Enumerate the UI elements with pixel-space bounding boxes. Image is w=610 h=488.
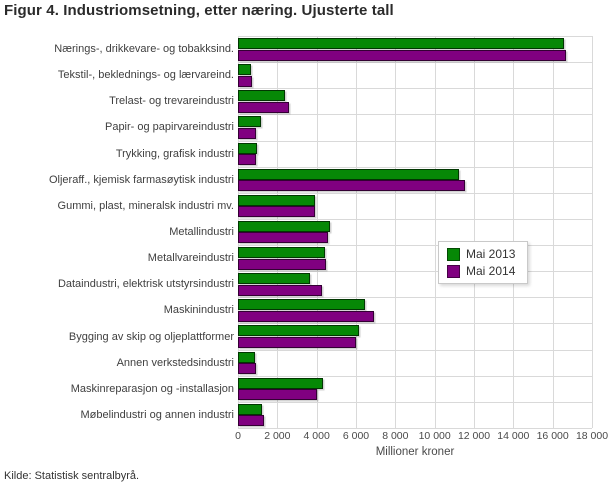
bar bbox=[238, 389, 318, 401]
gridline-horizontal bbox=[238, 114, 592, 116]
x-tick-label: 2 000 bbox=[264, 430, 291, 442]
gridline-horizontal bbox=[238, 271, 592, 273]
category-label: Gummi, plast, mineralsk industri mv. bbox=[57, 199, 234, 212]
gridline-vertical bbox=[277, 36, 279, 428]
bar bbox=[238, 377, 323, 389]
bar bbox=[238, 75, 252, 87]
gridline-vertical bbox=[238, 36, 239, 428]
legend-label: Mai 2013 bbox=[466, 247, 516, 261]
x-tick-label: 4 000 bbox=[303, 430, 330, 442]
gridline-horizontal bbox=[238, 245, 592, 247]
category-label: Metallindustri bbox=[169, 225, 234, 238]
chart-title: Figur 4. Industriomsetning, etter næring… bbox=[4, 2, 394, 19]
gridline-horizontal bbox=[238, 297, 592, 299]
bar bbox=[238, 154, 256, 166]
source-note: Kilde: Statistisk sentralbyrå. bbox=[4, 470, 140, 482]
bar bbox=[238, 403, 263, 415]
bar bbox=[238, 310, 374, 322]
x-tick-label: 8 000 bbox=[382, 430, 409, 442]
bar bbox=[238, 299, 366, 311]
gridline-vertical bbox=[434, 36, 436, 428]
legend-item: Mai 2013 bbox=[447, 247, 515, 261]
gridline-vertical bbox=[552, 36, 554, 428]
category-label: Dataindustri, elektrisk utstyrsindustri bbox=[57, 278, 234, 291]
x-axis-title: Millioner kroner bbox=[375, 446, 455, 458]
category-label: Tekstil-, beklednings- og lærvareind. bbox=[57, 69, 234, 82]
x-tick-label: 10 000 bbox=[418, 430, 451, 442]
bar bbox=[238, 116, 261, 128]
bar bbox=[238, 90, 286, 102]
y-axis-labels: Nærings-, drikkevare- og tobakksind. Teks… bbox=[0, 36, 234, 428]
bar bbox=[238, 415, 265, 427]
legend-swatch bbox=[447, 247, 460, 261]
gridline-vertical bbox=[513, 36, 515, 428]
gridline-vertical bbox=[316, 36, 318, 428]
legend: Mai 2013 Mai 2014 bbox=[438, 241, 529, 284]
bar bbox=[238, 363, 256, 375]
bar bbox=[238, 127, 256, 139]
gridline-horizontal bbox=[238, 349, 592, 351]
category-label: Bygging av skip og oljeplattformer bbox=[68, 330, 234, 343]
x-tick-label: 14 000 bbox=[497, 430, 530, 442]
gridline-vertical bbox=[395, 36, 397, 428]
legend-swatch bbox=[447, 264, 460, 278]
bar bbox=[238, 336, 356, 348]
gridline-horizontal bbox=[238, 88, 592, 90]
gridline-vertical bbox=[474, 36, 475, 428]
bar bbox=[238, 180, 466, 192]
x-tick-label: 6 000 bbox=[342, 430, 370, 442]
bar bbox=[238, 49, 567, 61]
gridline-horizontal bbox=[238, 192, 592, 194]
bar bbox=[238, 351, 255, 363]
x-tick-label: 18 000 bbox=[575, 430, 609, 442]
bar bbox=[238, 258, 326, 270]
bar bbox=[238, 64, 252, 76]
gridline-vertical bbox=[592, 36, 593, 428]
x-tick-label: 0 bbox=[235, 430, 241, 442]
bar bbox=[238, 206, 315, 218]
bar bbox=[238, 142, 258, 154]
category-label: Møbelindustri og annen industri bbox=[80, 408, 234, 421]
category-label: Maskinindustri bbox=[163, 304, 234, 317]
category-label: Maskinreparasjon og -installasjon bbox=[70, 382, 234, 395]
bar bbox=[238, 284, 322, 296]
gridline-horizontal bbox=[238, 140, 592, 142]
gridline-horizontal bbox=[238, 166, 592, 168]
legend-item: Mai 2014 bbox=[447, 264, 515, 278]
bar bbox=[238, 101, 290, 113]
category-label: Trelast- og trevareindustri bbox=[109, 95, 234, 108]
bar bbox=[238, 325, 360, 337]
plot-area bbox=[238, 36, 593, 429]
category-label: Papir- og papirvareindustri bbox=[104, 121, 234, 134]
gridline-horizontal bbox=[238, 401, 592, 403]
gridline-horizontal bbox=[238, 62, 592, 64]
gridline-horizontal bbox=[238, 375, 592, 377]
category-label: Metallvareindustri bbox=[147, 252, 234, 265]
bar bbox=[238, 273, 311, 285]
x-axis-ticks: 0 2 000 4 000 6 000 8 000 10 000 12 000 14 000 1… bbox=[235, 430, 608, 444]
category-label: Trykking, grafisk industri bbox=[115, 147, 234, 160]
category-label: Annen verkstedsindustri bbox=[116, 356, 234, 369]
x-tick-label: 16 000 bbox=[536, 430, 569, 442]
bar bbox=[238, 232, 329, 244]
gridline-horizontal bbox=[238, 218, 592, 220]
gridline-vertical bbox=[356, 36, 357, 428]
category-label: Nærings-, drikkevare- og tobakksind. bbox=[54, 43, 234, 56]
bar bbox=[238, 194, 315, 206]
bar bbox=[238, 38, 565, 49]
gridline-horizontal bbox=[238, 323, 592, 325]
bar bbox=[238, 247, 325, 259]
gridline-horizontal bbox=[238, 428, 592, 429]
legend-label: Mai 2014 bbox=[466, 264, 516, 278]
category-label: Oljeraff., kjemisk farmasøytisk industri bbox=[48, 173, 234, 186]
bar bbox=[238, 220, 331, 232]
bar bbox=[238, 168, 460, 180]
gridline-horizontal bbox=[238, 36, 592, 37]
x-tick-label: 12 000 bbox=[457, 430, 491, 442]
